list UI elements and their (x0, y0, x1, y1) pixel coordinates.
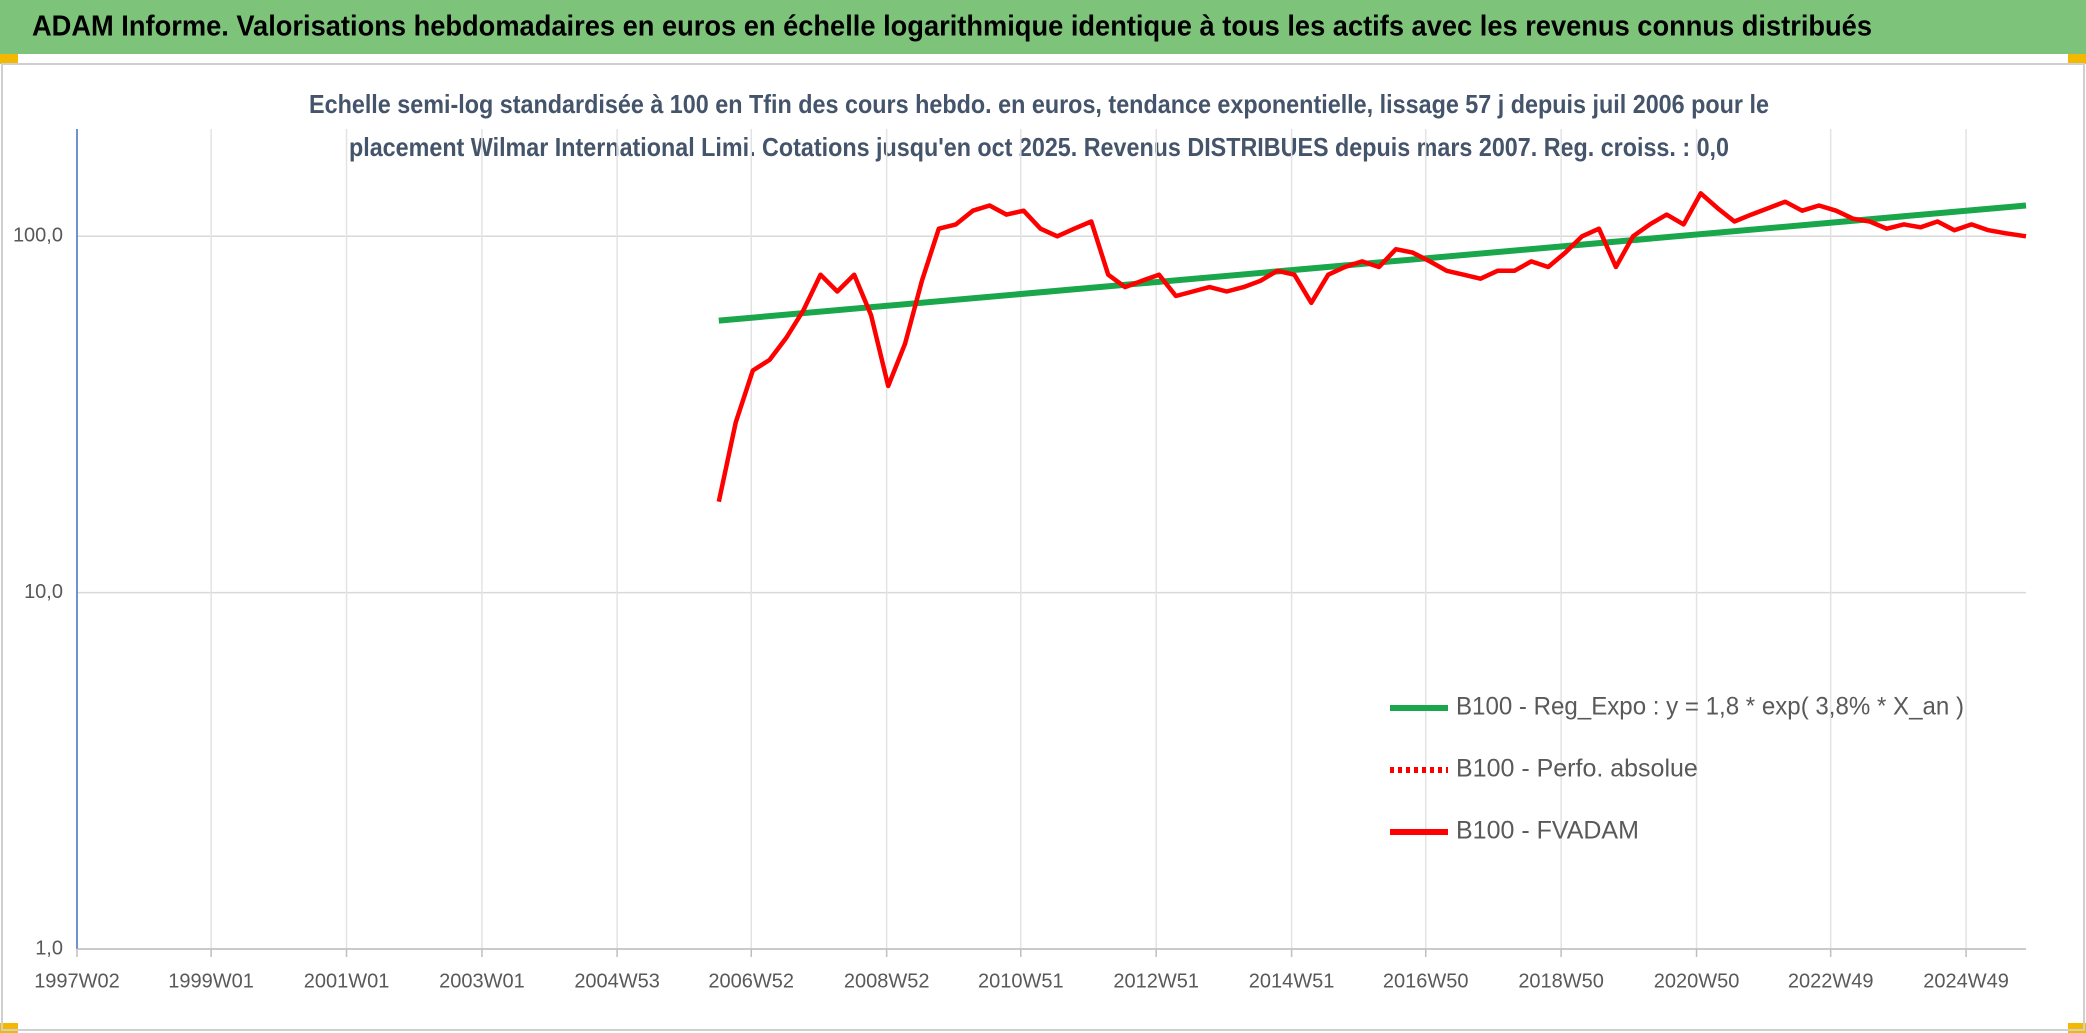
x-tick-label: 2024W49 (1923, 970, 2009, 992)
x-tick-label: 2001W01 (304, 970, 390, 992)
chart-subtitle: Echelle semi-log standardisée à 100 en T… (309, 89, 1769, 119)
chart-title: ADAM Informe. Valorisations hebdomadaire… (32, 11, 1872, 43)
corner (0, 54, 18, 64)
corner (2068, 1023, 2086, 1033)
x-tick-label: 1999W01 (168, 970, 254, 992)
x-tick-label: 2010W51 (978, 970, 1064, 992)
y-tick-label: 10,0 (24, 581, 63, 603)
x-tick-label: 2016W50 (1383, 970, 1469, 992)
x-tick-label: 2012W51 (1113, 970, 1199, 992)
x-tick-label: 1997W02 (34, 970, 120, 992)
title-bar (0, 0, 2086, 54)
x-tick-label: 2020W50 (1654, 970, 1740, 992)
corner (2068, 54, 2086, 64)
chart-subtitle: placement Wilmar International Limi. Cot… (349, 132, 1729, 162)
series-line (716, 191, 2027, 503)
y-tick-label: 100,0 (13, 225, 63, 247)
corner (0, 1023, 18, 1033)
chart-border (1, 63, 2085, 1031)
x-tick-label: 2003W01 (439, 970, 525, 992)
legend-label: B100 - Perfo. absolue (1456, 755, 1698, 783)
x-tick-label: 2006W52 (708, 970, 794, 992)
legend-label: B100 - FVADAM (1456, 817, 1639, 845)
x-tick-label: 2018W50 (1518, 970, 1604, 992)
x-tick-label: 2004W53 (574, 970, 660, 992)
x-tick-label: 2008W52 (844, 970, 930, 992)
legend-label: B100 - Reg_Expo : y = 1,8 * exp( 3,8% * … (1456, 693, 1964, 721)
x-tick-label: 2014W51 (1249, 970, 1335, 992)
y-tick-label: 1,0 (35, 937, 63, 959)
x-tick-label: 2022W49 (1788, 970, 1874, 992)
